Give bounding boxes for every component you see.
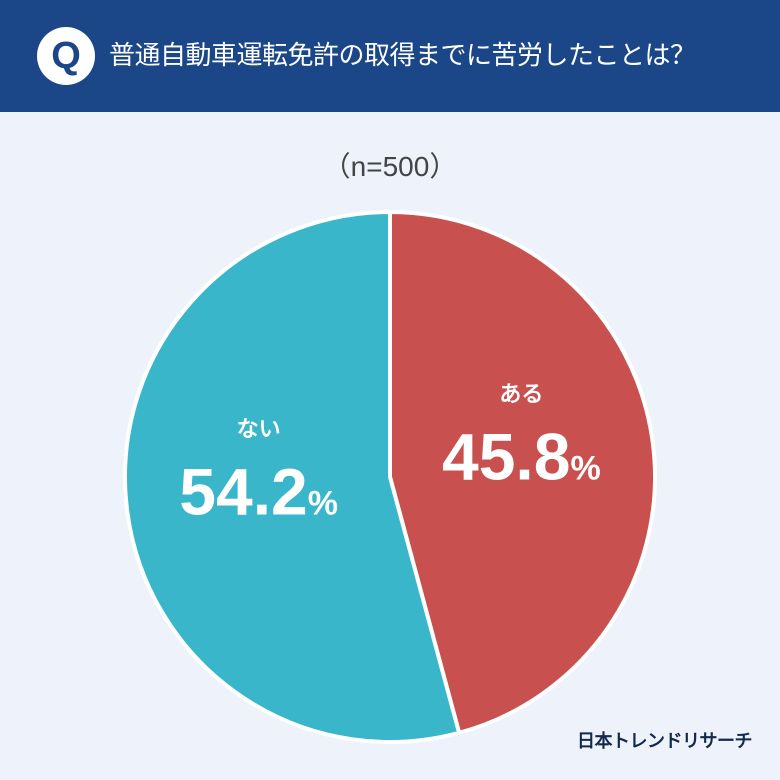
q-icon: Q [37, 27, 95, 85]
pie-slice-0 [388, 210, 657, 735]
pie-slice-1 [123, 210, 462, 744]
header-banner: Q 普通自動車運転免許の取得までに苦労したことは？ [0, 0, 780, 112]
slice-label: ある [499, 383, 543, 408]
brand-logo: 日本トレンドリサーチ [577, 731, 753, 752]
slice-value: 45.8% [442, 420, 601, 494]
sample-size: （n=500） [322, 151, 458, 182]
question-title: 普通自動車運転免許の取得までに苦労したことは？ [109, 41, 696, 71]
slice-label: ない [237, 417, 281, 442]
slice-value: 54.2% [179, 454, 338, 528]
